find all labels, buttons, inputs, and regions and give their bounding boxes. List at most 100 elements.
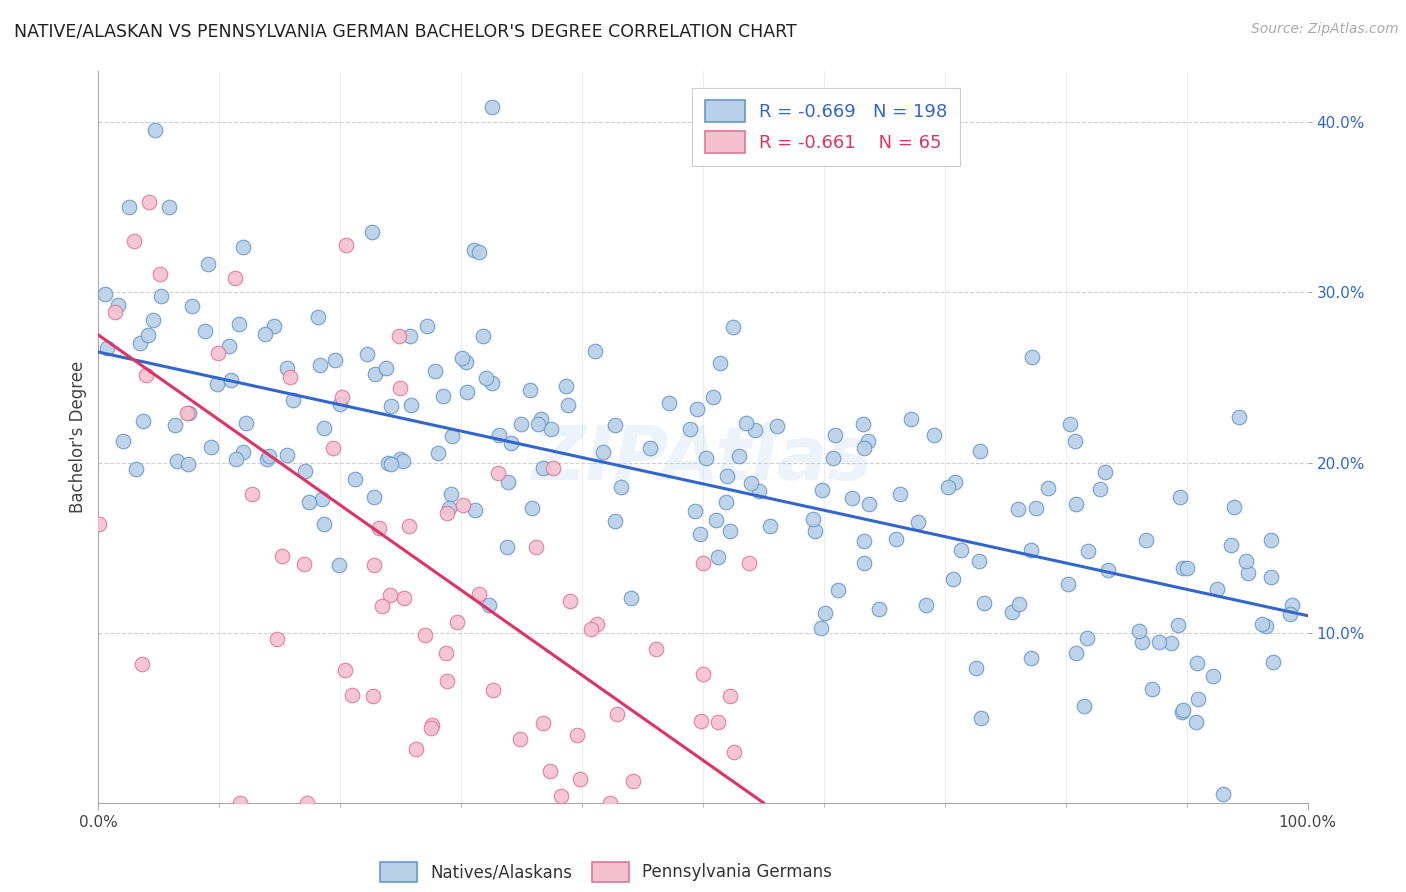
- Point: [721, 320, 744, 334]
- Point: [858, 497, 880, 511]
- Point: [690, 714, 713, 728]
- Point: [89, 516, 111, 531]
- Point: [583, 344, 606, 359]
- Point: [814, 606, 837, 620]
- Point: [328, 558, 350, 572]
- Point: [107, 298, 129, 312]
- Point: [718, 689, 741, 703]
- Point: [1021, 350, 1043, 364]
- Point: [1130, 635, 1153, 649]
- Point: [1019, 542, 1042, 557]
- Point: [439, 486, 461, 500]
- Point: [271, 549, 294, 564]
- Point: [1064, 646, 1087, 660]
- Point: [1008, 597, 1031, 611]
- Point: [801, 512, 824, 526]
- Point: [456, 384, 478, 399]
- Point: [307, 310, 329, 325]
- Point: [377, 456, 399, 470]
- Point: [464, 503, 486, 517]
- Point: [1237, 566, 1260, 580]
- Point: [131, 657, 153, 672]
- Point: [609, 480, 631, 494]
- Point: [256, 452, 278, 467]
- Point: [467, 245, 489, 260]
- Point: [644, 642, 666, 657]
- Point: [205, 377, 228, 392]
- Point: [853, 441, 876, 455]
- Point: [436, 506, 458, 520]
- Point: [104, 304, 127, 318]
- Point: [540, 422, 562, 436]
- Point: [586, 616, 609, 631]
- Point: [471, 329, 494, 343]
- Point: [758, 519, 780, 533]
- Point: [942, 572, 965, 586]
- Point: [374, 360, 396, 375]
- Point: [253, 327, 276, 342]
- Point: [495, 541, 517, 555]
- Point: [1001, 605, 1024, 619]
- Point: [565, 728, 588, 742]
- Point: [1025, 501, 1047, 516]
- Point: [1281, 598, 1303, 612]
- Point: [1019, 651, 1042, 665]
- Point: [706, 550, 728, 565]
- Point: [363, 558, 385, 573]
- Point: [283, 392, 305, 407]
- Point: [232, 444, 254, 458]
- Point: [841, 491, 863, 505]
- Point: [1202, 669, 1225, 683]
- Point: [716, 469, 738, 483]
- Point: [723, 745, 745, 759]
- Y-axis label: Bachelor's Degree: Bachelor's Degree: [69, 361, 87, 513]
- Point: [1140, 681, 1163, 696]
- Point: [176, 406, 198, 420]
- Point: [224, 270, 246, 285]
- Point: [392, 454, 415, 468]
- Point: [1260, 570, 1282, 584]
- Point: [658, 396, 681, 410]
- Point: [364, 368, 387, 382]
- Point: [685, 504, 707, 518]
- Point: [1260, 533, 1282, 547]
- Point: [541, 460, 564, 475]
- Point: [638, 442, 661, 456]
- Point: [415, 318, 437, 333]
- Point: [605, 514, 627, 528]
- Point: [399, 329, 422, 343]
- Point: [1185, 656, 1208, 670]
- Point: [378, 588, 401, 602]
- Point: [425, 364, 447, 378]
- Point: [333, 664, 356, 678]
- Point: [1279, 607, 1302, 621]
- Point: [744, 423, 766, 437]
- Point: [498, 475, 520, 489]
- Point: [294, 464, 316, 478]
- Point: [1220, 538, 1243, 552]
- Point: [456, 354, 478, 368]
- Point: [257, 449, 280, 463]
- Point: [810, 621, 832, 635]
- Point: [1057, 577, 1080, 591]
- Point: [949, 543, 972, 558]
- Point: [413, 627, 436, 641]
- Point: [427, 446, 450, 460]
- Point: [380, 457, 402, 471]
- Point: [581, 623, 603, 637]
- Point: [1173, 702, 1195, 716]
- Point: [922, 427, 945, 442]
- Point: [900, 412, 922, 426]
- Point: [550, 789, 572, 803]
- Point: [1135, 533, 1157, 547]
- Point: [692, 667, 714, 681]
- Point: [361, 225, 384, 239]
- Point: [194, 324, 217, 338]
- Point: [748, 484, 770, 499]
- Point: [1167, 618, 1189, 632]
- Point: [1175, 561, 1198, 575]
- Point: [142, 312, 165, 326]
- Point: [1059, 417, 1081, 431]
- Point: [468, 587, 491, 601]
- Point: [824, 428, 846, 442]
